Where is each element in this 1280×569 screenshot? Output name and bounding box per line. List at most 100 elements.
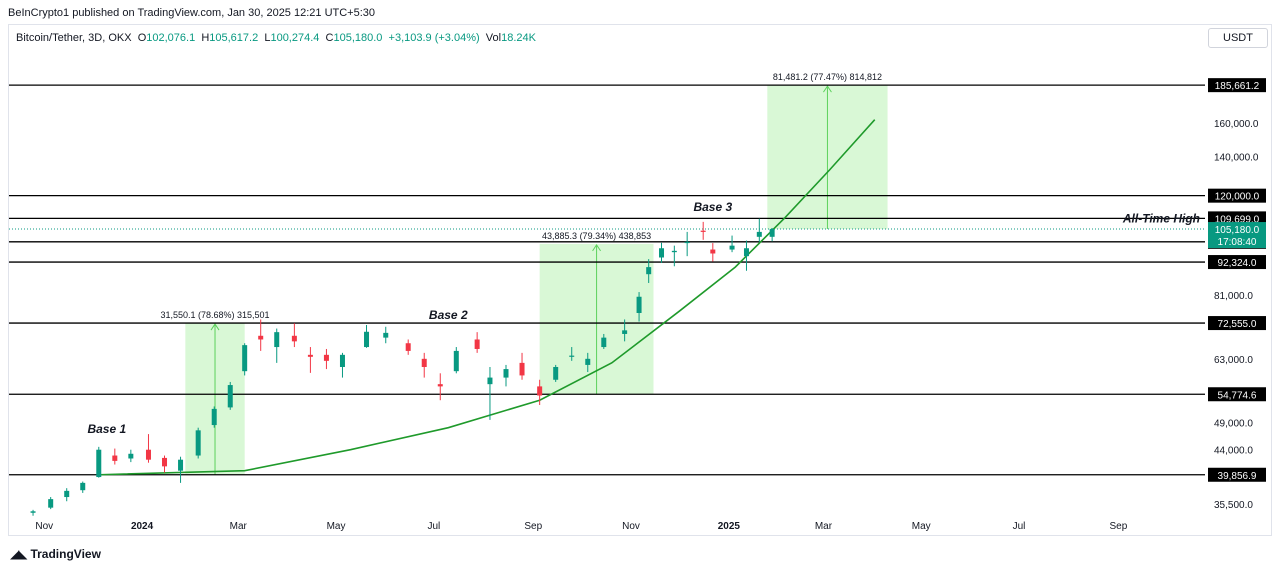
candle-body xyxy=(383,332,389,338)
candle-body xyxy=(291,335,297,342)
level-price-tag xyxy=(1208,211,1266,226)
measure-label-1: 31,550.1 (78.68%) 315,501 xyxy=(160,310,269,320)
candle-body xyxy=(48,499,54,508)
level-price-tag xyxy=(1208,78,1266,93)
measure-arrowhead-1 xyxy=(210,323,220,331)
candle-body xyxy=(553,366,559,380)
annotation-label: Base 1 xyxy=(87,422,126,436)
candle-body xyxy=(519,362,525,376)
candle-body xyxy=(487,377,493,385)
candle-body xyxy=(622,330,628,334)
candle-body xyxy=(258,335,264,340)
current-price-label: 105,180.0 xyxy=(1215,225,1260,236)
x-tick-label: Sep xyxy=(1110,521,1128,532)
close-value: 105,180.0 xyxy=(333,32,383,44)
y-tick-label: 81,000.0 xyxy=(1214,291,1253,302)
x-tick-label: Nov xyxy=(35,521,53,532)
level-price-label: 39,856.9 xyxy=(1218,471,1257,482)
x-tick-label: 2024 xyxy=(131,521,154,532)
low-value: 100,274.4 xyxy=(270,32,320,44)
y-tick-label: 49,000.0 xyxy=(1214,418,1253,429)
measure-arrowhead-3 xyxy=(823,85,832,93)
candle-body xyxy=(700,230,706,232)
candle-body xyxy=(96,449,102,478)
candle-body xyxy=(437,384,443,387)
currency-selector-button[interactable]: USDT xyxy=(1208,28,1268,48)
level-price-label: 72,555.0 xyxy=(1218,319,1257,330)
level-price-tag xyxy=(1208,188,1266,203)
candle-body xyxy=(585,358,591,365)
annotation-label: All-Time High xyxy=(1122,211,1200,225)
x-tick-label: May xyxy=(912,521,931,532)
open-value: 102,076.1 xyxy=(146,32,196,44)
candle-body xyxy=(211,408,217,426)
candle-body xyxy=(684,241,690,244)
candle-body xyxy=(743,248,749,257)
candle-body xyxy=(503,369,509,378)
candle-body xyxy=(112,455,118,461)
candle-body xyxy=(729,245,735,250)
volume-value: 18.24K xyxy=(501,32,536,44)
measure-label-2: 43,885.3 (79.34%) 438,853 xyxy=(542,231,651,241)
candle-body xyxy=(453,350,459,372)
candle-body xyxy=(646,267,652,275)
candle-body xyxy=(80,482,86,491)
x-tick-label: Nov xyxy=(622,521,640,532)
candle-body xyxy=(756,231,762,237)
candle-body xyxy=(227,385,233,408)
bar-countdown-label: 17:08:40 xyxy=(1218,237,1257,248)
candle-body xyxy=(145,449,151,460)
close-label: C xyxy=(325,32,334,44)
measure-label-3: 81,481.2 (77.47%) 814,812 xyxy=(773,72,882,82)
chart-frame xyxy=(8,24,1272,536)
y-tick-label: 160,000.0 xyxy=(1214,119,1259,130)
candle-body xyxy=(339,354,345,367)
tradingview-logo-icon: ◢◣ xyxy=(10,547,27,561)
open-label: O xyxy=(137,32,147,44)
symbol-name: Bitcoin/Tether, 3D, OKX xyxy=(16,32,132,44)
volume-label: Vol xyxy=(485,32,502,44)
change-value: +3,103.9 (+3.04%) xyxy=(388,32,480,44)
level-price-label: 120,000.0 xyxy=(1215,192,1260,203)
candle-body xyxy=(307,354,313,357)
publisher-caption: BeInCrypto1 published on TradingView.com… xyxy=(8,7,376,19)
x-tick-label: Mar xyxy=(230,521,248,532)
candle-body xyxy=(178,459,184,471)
candle-body xyxy=(242,345,248,372)
candle-body xyxy=(323,354,329,361)
candle-body xyxy=(30,511,36,513)
measure-arrowhead-2 xyxy=(592,243,601,252)
y-tick-label: 35,500.0 xyxy=(1214,500,1253,511)
candle-body xyxy=(569,355,575,357)
candle-body xyxy=(128,453,134,459)
candle-body xyxy=(274,332,280,348)
tradingview-logo[interactable]: ◢◣ TradingView xyxy=(10,547,101,561)
level-price-label: 92,324.0 xyxy=(1218,258,1257,269)
level-price-label: 54,774.6 xyxy=(1218,390,1257,401)
parabolic-trend-curve xyxy=(98,119,876,476)
candle-body xyxy=(636,296,642,313)
x-tick-label: Mar xyxy=(815,521,833,532)
x-tick-label: Jul xyxy=(427,521,440,532)
annotation-label: Base 2 xyxy=(429,308,468,322)
x-tick-label: Sep xyxy=(524,521,542,532)
annotation-label: Base 3 xyxy=(693,200,732,214)
candle-body xyxy=(195,430,201,456)
candle-body xyxy=(162,457,168,467)
candle-body xyxy=(421,358,427,367)
symbol-legend: Bitcoin/Tether, 3D, OKX O102,076.1 H 105,… xyxy=(16,32,536,44)
candle-body xyxy=(671,250,677,253)
current-price-tag xyxy=(1208,222,1266,249)
candle-body xyxy=(769,229,775,237)
x-tick-label: Jul xyxy=(1013,521,1026,532)
level-price-tag xyxy=(1208,467,1266,482)
high-label: H xyxy=(201,32,210,44)
level-price-label: 109,699.0 xyxy=(1215,214,1260,225)
level-price-label: 185,661.2 xyxy=(1215,81,1260,92)
level-price-tag xyxy=(1208,316,1266,331)
candle-body xyxy=(474,339,480,349)
level-price-tag xyxy=(1208,387,1266,402)
candle-body xyxy=(537,386,543,396)
candle-body xyxy=(710,249,716,254)
